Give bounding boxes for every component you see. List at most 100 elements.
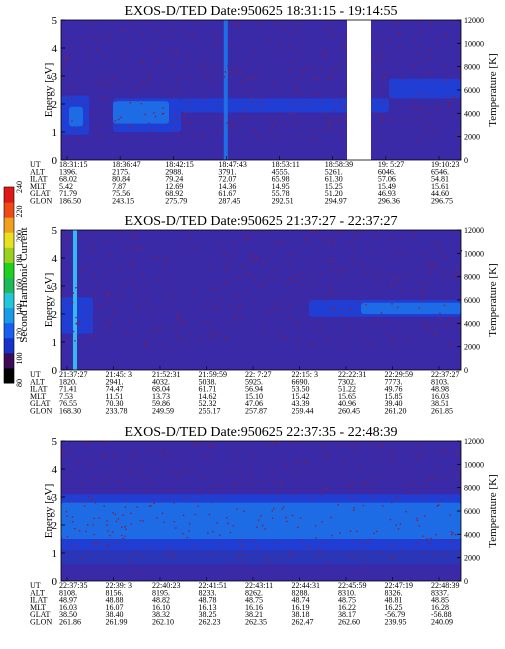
y2-tick-label: 0 [464,577,468,586]
speckle [235,277,238,279]
orbit-cell: 240.09 [431,618,453,627]
colorbar-cell [4,217,14,233]
speckle [331,534,333,537]
speckle [436,264,439,266]
speckle [147,546,149,549]
speckle [236,508,238,510]
speckle [447,495,449,497]
speckle [167,260,169,262]
speckle [216,333,219,335]
speckle [329,78,332,80]
speckle [425,129,427,131]
speckle [269,39,271,41]
orbit-cell: 15.25 [325,182,343,191]
speckle [333,259,335,261]
speckle [99,125,101,127]
speckle [286,124,288,126]
speckle [412,479,414,481]
speckle [297,87,299,90]
speckle [169,303,171,305]
speckle [250,255,252,257]
orbit-cell: 51.20 [325,189,343,198]
speckle [354,263,356,266]
speckle [354,237,356,239]
orbit-cell: 56.94 [245,385,263,394]
speckle [233,22,235,25]
speckle [156,30,158,32]
orbit-cell: 3791. [218,167,236,176]
speckle [158,470,161,473]
speckle [65,58,68,60]
speckle [319,101,322,103]
speckle [136,506,138,508]
speckle [137,87,139,90]
speckle [316,327,318,330]
speckle [423,75,425,77]
speckle [103,481,106,483]
orbit-cell: 71.79 [59,189,77,198]
speckle [289,254,291,256]
speckle [397,251,400,253]
speckle [394,281,396,283]
speckle [430,26,433,28]
speckle [236,315,238,318]
speckle [228,132,230,134]
speckle [291,61,294,63]
speckle [86,58,88,61]
speckle [118,118,120,121]
colorbar-label: Second Harmonic Current [18,227,30,342]
orbit-cell: 1820. [59,377,77,386]
speckle [216,71,218,73]
y-tick-label: 1 [52,127,58,139]
speckle [277,240,279,242]
speckle [243,510,245,512]
y2-axis-label: Temperature [K] [487,474,499,547]
speckle [278,462,281,464]
speckle [152,331,154,333]
speckle [381,267,383,270]
speckle [288,442,290,444]
speckle [124,57,126,60]
speckle [162,107,164,109]
speckle [64,56,67,59]
panel-title: EXOS-D/TED Date:950625 21:37:27 - 22:37:… [125,214,398,229]
orbit-cell: 22:37:35 [59,581,87,590]
speckle [453,540,455,542]
speckle [88,495,90,497]
speckle [353,230,355,232]
speckle [450,75,452,77]
speckle [316,94,319,96]
speckle [286,336,288,339]
orbit-cell: 262.23 [199,618,221,627]
orbit-cell: 15.85 [385,392,403,401]
speckle [403,254,405,256]
speckle [242,305,244,307]
speckle [438,504,440,506]
speckle [115,453,117,455]
speckle [189,101,191,103]
speckle [270,310,273,312]
orbit-cell: 22:48:39 [431,581,459,590]
speckle [198,66,200,68]
speckle [125,528,127,531]
speckle [347,554,349,556]
speckle [405,511,407,513]
orbit-cell: 5261. [325,167,343,176]
speckle [225,282,228,284]
speckle [75,323,77,325]
speckle [243,544,245,546]
speckle [109,329,111,331]
speckle [314,525,317,527]
speckle [80,270,82,273]
speckle [261,101,263,103]
speckle [330,516,332,519]
speckle [442,277,444,279]
speckle [438,247,440,249]
speckle [67,267,70,269]
speckle [390,238,392,240]
y2-tick-label: 12000 [464,226,484,235]
orbit-row-label: ALT [30,377,45,386]
speckle [301,285,304,287]
speckle [238,539,241,541]
speckle [293,24,295,27]
